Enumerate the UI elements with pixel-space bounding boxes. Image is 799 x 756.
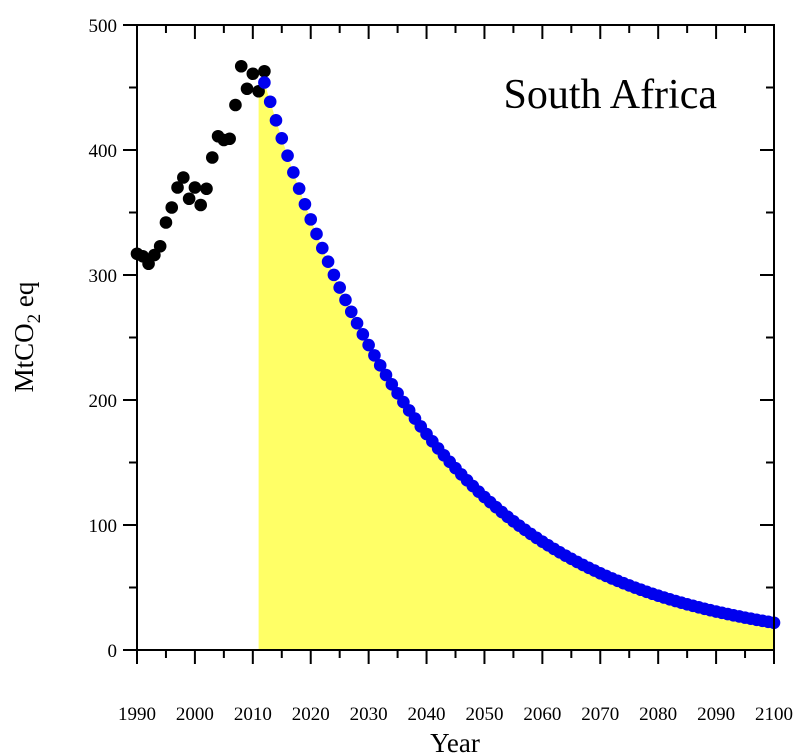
projection-point xyxy=(321,255,335,269)
projection-point xyxy=(281,149,294,162)
projection-point xyxy=(350,316,364,330)
projection-point xyxy=(316,241,329,255)
y-tick-label: 400 xyxy=(89,141,118,162)
y-axis-title: MtCO2 eq xyxy=(9,281,45,392)
projection-point xyxy=(373,359,387,372)
projection-point xyxy=(304,213,318,226)
y-axis-title-main: MtCO xyxy=(9,323,39,392)
y-tick-label: 300 xyxy=(89,266,118,287)
historical-point xyxy=(153,239,167,253)
historical-point xyxy=(182,192,196,206)
historical-point xyxy=(258,64,271,78)
historical-point xyxy=(240,82,254,96)
projection-point xyxy=(356,328,370,341)
projection-point xyxy=(292,182,306,195)
projection-point xyxy=(368,349,381,362)
projection-point xyxy=(379,368,393,382)
chart-title: South Africa xyxy=(504,72,718,118)
historical-point xyxy=(159,216,173,229)
projection-fill-area xyxy=(258,82,774,650)
historical-point xyxy=(205,151,219,164)
x-tick-label: 2100 xyxy=(755,704,793,725)
y-tick-labels: 0 100 200 300 400 500 xyxy=(89,16,118,662)
projection-point xyxy=(339,293,352,307)
projection-point xyxy=(310,227,323,241)
projection-point xyxy=(263,95,277,109)
historical-point xyxy=(200,182,213,196)
x-tick-label: 2030 xyxy=(350,704,388,725)
historical-point xyxy=(177,171,190,184)
axis-ticks xyxy=(123,24,775,664)
fill-area xyxy=(258,82,774,650)
x-axis-title: Year xyxy=(430,728,480,756)
x-tick-label: 2040 xyxy=(408,704,446,725)
historical-point xyxy=(165,201,179,214)
y-tick-label: 500 xyxy=(89,16,118,37)
projection-point xyxy=(344,305,358,319)
y-axis-title-subscript: 2 xyxy=(24,314,45,324)
historical-point xyxy=(234,59,248,73)
projection-point xyxy=(258,76,271,89)
historical-point xyxy=(223,132,236,146)
projection-point xyxy=(333,281,346,294)
x-tick-label: 1990 xyxy=(118,704,156,725)
historical-point xyxy=(171,181,184,194)
data-points xyxy=(130,59,781,630)
x-tick-label: 2000 xyxy=(176,704,214,725)
x-tick-label: 2010 xyxy=(234,704,272,725)
projection-point xyxy=(362,338,375,352)
x-tick-label: 2020 xyxy=(292,704,330,725)
projection-point xyxy=(269,114,283,127)
historical-point xyxy=(188,181,202,194)
projection-point xyxy=(385,378,399,391)
historical-point xyxy=(229,98,242,112)
projection-point xyxy=(287,166,300,179)
y-axis-title-tail: eq xyxy=(9,281,39,314)
historical-point xyxy=(246,67,260,81)
y-tick-label: 0 xyxy=(108,641,118,662)
y-tick-label: 200 xyxy=(89,391,118,412)
x-tick-label: 2070 xyxy=(581,704,619,725)
historical-point xyxy=(194,198,207,212)
y-tick-label: 100 xyxy=(89,516,118,537)
projection-point xyxy=(275,131,289,145)
x-tick-label: 2080 xyxy=(639,704,677,725)
x-tick-label: 2060 xyxy=(523,704,561,725)
x-tick-label: 2090 xyxy=(697,704,735,725)
projection-point xyxy=(298,197,312,211)
x-tick-labels: 1990 2000 2010 2020 2030 2040 2050 2060 2070 2080… xyxy=(118,704,793,725)
x-tick-label: 2050 xyxy=(465,704,503,725)
projection-point xyxy=(327,268,341,282)
